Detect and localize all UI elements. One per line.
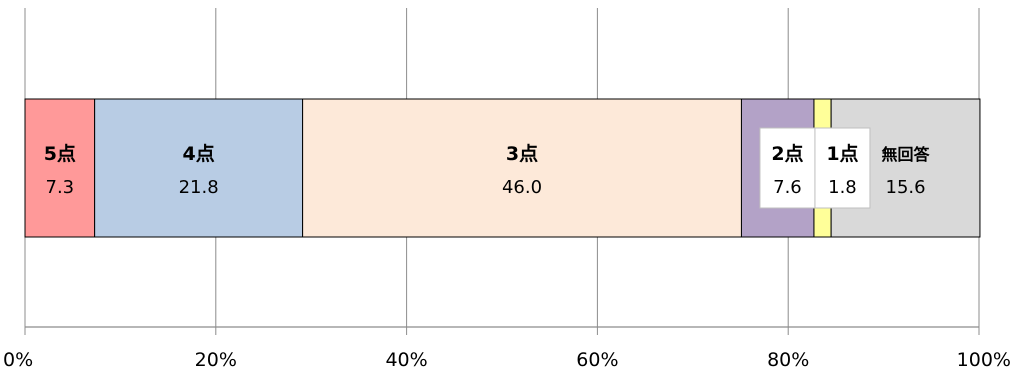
label-layer: 5点 7.3 4点 21.8 3点 46.0 2点 7.6 1点 1.8 無回答 15.6 bbox=[44, 127, 931, 209]
x-tick-label-2: 40% bbox=[385, 349, 427, 371]
x-tick-label-4: 80% bbox=[767, 349, 809, 371]
x-tick-label-3: 60% bbox=[576, 349, 618, 371]
data-label-name-0: 5点 bbox=[44, 143, 76, 165]
data-label-name-5: 無回答 bbox=[882, 145, 931, 164]
data-label-name-2: 3点 bbox=[506, 143, 538, 165]
data-label-value-3: 7.6 bbox=[773, 177, 802, 198]
bar-segment-1 bbox=[94, 98, 304, 238]
bar-layer bbox=[24, 98, 981, 238]
data-label-box-4 bbox=[814, 127, 871, 209]
data-label-value-0: 7.3 bbox=[46, 177, 75, 198]
axis-layer: 0% 20% 40% 60% 80% 100% bbox=[3, 326, 1011, 371]
x-tick-label-1: 20% bbox=[195, 349, 237, 371]
data-label-value-4: 1.8 bbox=[828, 177, 857, 198]
data-label-value-5: 15.6 bbox=[886, 177, 926, 198]
x-tick-label-5: 100% bbox=[957, 349, 1011, 371]
data-label-name-4: 1点 bbox=[826, 143, 858, 165]
data-label-box-3 bbox=[759, 127, 816, 209]
data-label-name-3: 2点 bbox=[771, 143, 803, 165]
bar-segment-0 bbox=[24, 98, 96, 238]
data-label-value-1: 21.8 bbox=[179, 177, 219, 198]
x-tick-label-0: 0% bbox=[3, 349, 33, 371]
data-label-name-1: 4点 bbox=[183, 143, 215, 165]
data-label-value-2: 46.0 bbox=[502, 177, 542, 198]
bar-segment-2 bbox=[302, 98, 742, 238]
